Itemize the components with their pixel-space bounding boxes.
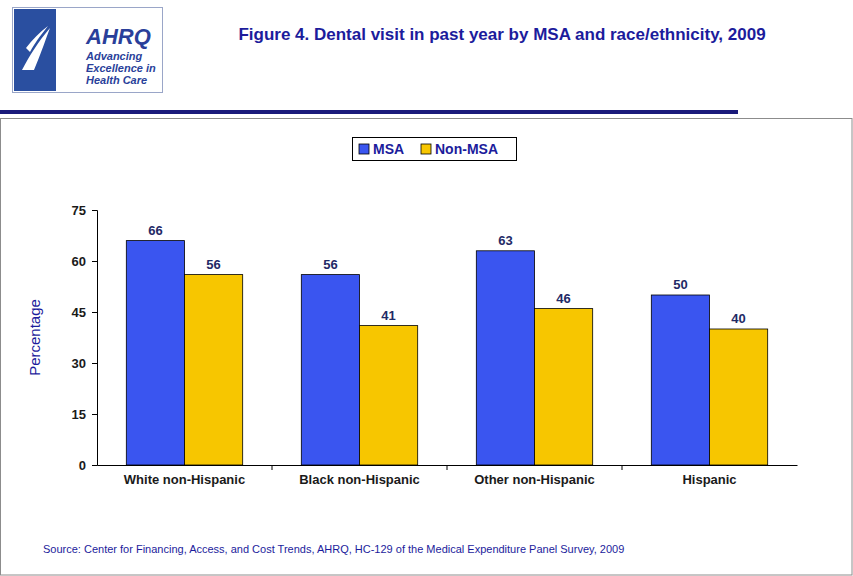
x-tick: Hispanic — [682, 465, 736, 487]
y-tick: 0 — [79, 458, 97, 473]
x-axis: White non-Hispanic Black non-Hispanic Othe… — [98, 465, 798, 487]
y-tick-mark — [92, 414, 97, 415]
y-tick-label: 0 — [79, 458, 86, 473]
logo: AHRQAdvancingExcellence inHealth Care — [13, 8, 163, 93]
logo-frame — [13, 8, 163, 93]
x-tick-label: Hispanic — [682, 472, 736, 487]
y-axis: 0 15 30 45 60 75 — [72, 203, 98, 473]
y-tick-label: 30 — [72, 356, 86, 371]
y-tick-label: 45 — [72, 305, 86, 320]
legend-swatch — [359, 144, 369, 154]
y-tick-label: 15 — [72, 407, 86, 422]
y-tick-label: 60 — [72, 254, 86, 269]
bar — [360, 326, 418, 465]
bar — [710, 329, 768, 465]
x-separator — [272, 465, 273, 470]
y-tick: 75 — [72, 203, 97, 218]
logo-tagline: Advancing — [85, 50, 143, 62]
bar — [185, 275, 243, 465]
bar — [126, 241, 184, 465]
y-tick: 60 — [72, 254, 97, 269]
legend-label: Non-MSA — [435, 141, 498, 157]
x-tick: Other non-Hispanic — [474, 465, 595, 487]
legend-frame — [353, 138, 517, 161]
data-label: 41 — [381, 308, 395, 323]
logo-tagline: Health Care — [86, 74, 147, 86]
x-tick-label: Other non-Hispanic — [474, 472, 595, 487]
y-tick-label: 75 — [72, 203, 86, 218]
legend-label: MSA — [373, 141, 404, 157]
y-tick: 45 — [72, 305, 97, 320]
bar — [301, 275, 359, 465]
x-tick-label: Black non-Hispanic — [299, 472, 420, 487]
y-tick: 15 — [72, 407, 97, 422]
logo-tagline: Excellence in — [86, 62, 156, 74]
x-separator — [622, 465, 623, 470]
data-labels: 66 56 63 50 56 41 46 40 — [148, 223, 746, 326]
data-label: 56 — [206, 257, 220, 272]
y-tick-mark — [92, 312, 97, 313]
y-tick-mark — [92, 261, 97, 262]
logo-eagle — [22, 26, 50, 70]
data-label: 56 — [323, 257, 337, 272]
x-tick: Black non-Hispanic — [299, 465, 420, 487]
y-axis-line — [92, 211, 98, 466]
bar — [651, 295, 709, 465]
data-label: 46 — [556, 291, 570, 306]
x-tick-label: White non-Hispanic — [124, 472, 245, 487]
data-label: 50 — [673, 277, 687, 292]
y-tick: 30 — [72, 356, 97, 371]
logo-name: AHRQ — [85, 24, 151, 49]
y-tick-mark — [92, 363, 97, 364]
frame — [1, 119, 853, 576]
x-separator — [447, 465, 448, 470]
logo-seal — [14, 9, 56, 91]
y-tick-mark — [92, 465, 97, 466]
data-label: 40 — [731, 311, 745, 326]
y-tick-mark — [92, 210, 97, 211]
title: Figure 4. Dental visit in past year by M… — [238, 25, 765, 44]
source: Source: Center for Financing, Access, an… — [43, 543, 624, 555]
data-label: 63 — [498, 233, 512, 248]
header-rule — [0, 110, 738, 114]
bar — [535, 309, 593, 465]
legend: MSA Non-MSA — [353, 138, 517, 161]
bars — [126, 241, 767, 465]
bar — [476, 251, 534, 465]
y-axis-title: Percentage — [26, 299, 43, 376]
x-tick: White non-Hispanic — [124, 465, 245, 487]
legend-swatch — [421, 144, 431, 154]
data-label: 66 — [148, 223, 162, 238]
chart: AHRQAdvancingExcellence inHealth Care Fig… — [0, 0, 853, 576]
